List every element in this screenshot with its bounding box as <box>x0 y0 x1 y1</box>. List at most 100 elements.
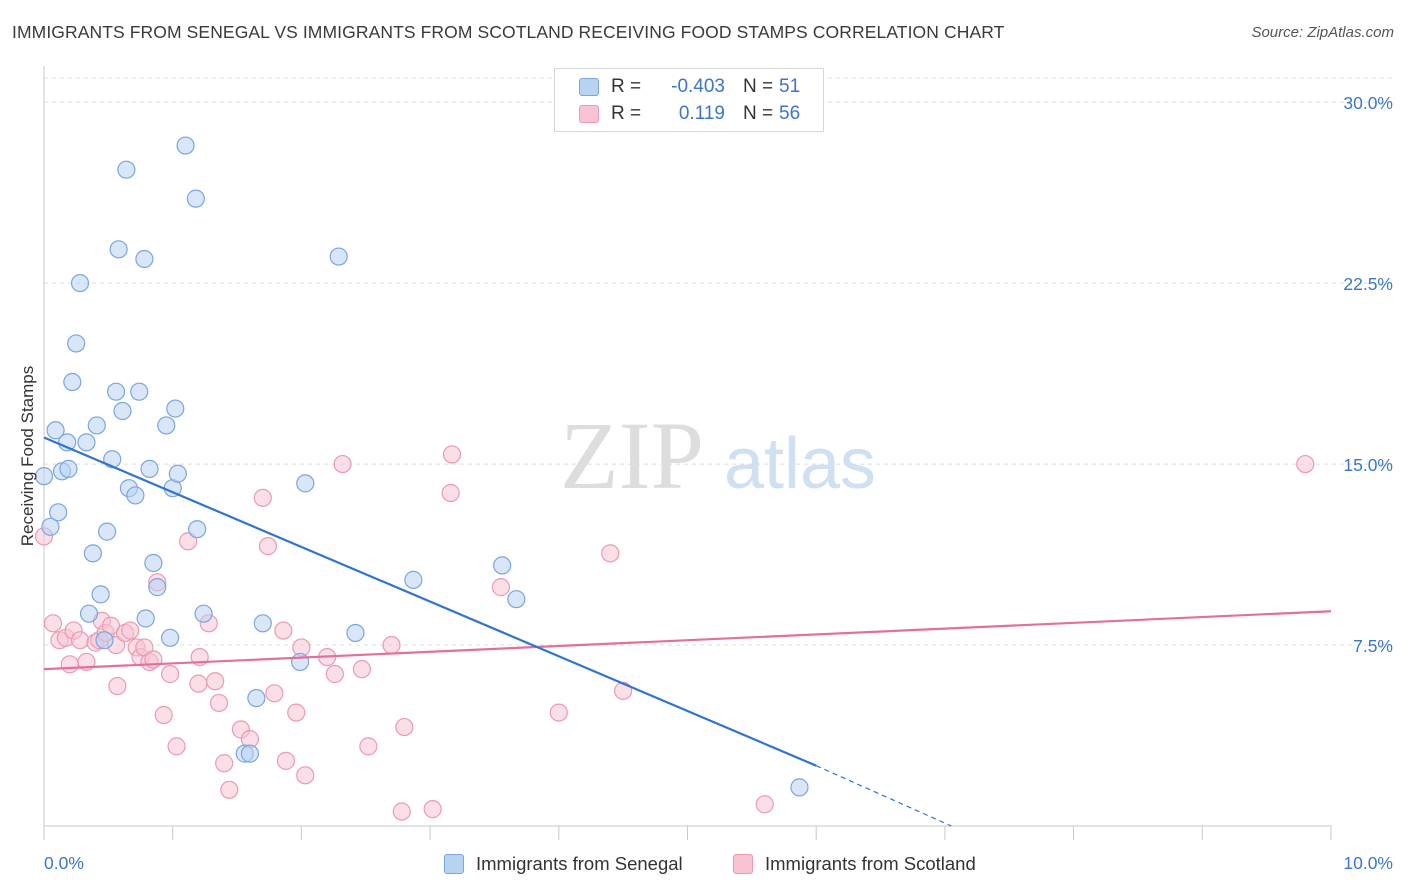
senegal-point <box>161 628 180 647</box>
scotland-point <box>154 705 173 725</box>
senegal-point <box>34 467 54 486</box>
correlation-legend: R = -0.403 N = 51 R = 0.119 N = 56 <box>554 68 824 132</box>
senegal-point <box>329 247 348 266</box>
scotland-point <box>220 780 239 799</box>
legend-row-senegal: R = -0.403 N = 51 <box>579 75 800 99</box>
y-axis-title: Receiving Food Stamps <box>18 365 37 547</box>
senegal-point <box>41 517 60 536</box>
senegal-point <box>507 590 526 609</box>
bottom-legend-senegal: Immigrants from Senegal <box>444 852 683 876</box>
scotland-point <box>258 537 278 556</box>
scotland-point <box>70 631 90 650</box>
senegal-point <box>176 136 195 155</box>
senegal-point <box>135 249 154 269</box>
scotland-point <box>43 614 63 633</box>
legend-r-label: R = <box>611 76 642 97</box>
legend-n-label: N = <box>743 103 774 124</box>
senegal-point <box>194 604 213 623</box>
senegal-point <box>253 614 272 633</box>
scotland-point <box>1296 454 1315 474</box>
senegal-point <box>493 556 512 575</box>
senegal-point <box>46 421 65 440</box>
senegal-point <box>136 609 155 628</box>
y-tick-label: 15.0% <box>1343 455 1393 475</box>
legend-swatch-scotland <box>579 105 599 123</box>
scotland-point <box>287 703 306 722</box>
scotland-point <box>325 664 344 684</box>
scotland-point <box>392 802 411 821</box>
senegal-trend-extension <box>815 765 952 827</box>
scotland-point <box>755 795 774 814</box>
bottom-legend-scotland: Immigrants from Scotland <box>733 852 976 876</box>
scotland-point <box>491 578 510 597</box>
legend-r-value: 0.119 <box>678 103 725 124</box>
chart-title: IMMIGRANTS FROM SENEGAL VS IMMIGRANTS FR… <box>12 22 1005 42</box>
senegal-point <box>109 240 128 259</box>
scotland-point <box>601 544 620 563</box>
senegal-point <box>296 474 315 493</box>
senegal-point <box>113 401 132 421</box>
senegal-point <box>148 578 167 597</box>
senegal-point <box>140 459 159 478</box>
scotland-point <box>209 693 229 713</box>
scotland-point <box>423 800 442 819</box>
scotland-point <box>167 737 186 756</box>
senegal-point <box>95 631 114 650</box>
scotland-point <box>179 532 198 551</box>
legend-n-label: N = <box>743 76 774 97</box>
scotland-trend-line <box>43 610 1332 671</box>
senegal-point <box>346 623 365 643</box>
senegal-point <box>67 334 86 353</box>
scotland-point <box>395 717 414 737</box>
senegal-point <box>49 503 68 522</box>
senegal-point <box>157 416 176 435</box>
y-tick-label: 30.0% <box>1343 93 1393 113</box>
legend-n-value: 56 <box>779 103 801 124</box>
scotland-point <box>253 488 272 507</box>
legend-row-scotland: R = 0.119 N = 56 <box>579 102 800 126</box>
senegal-point <box>247 689 266 708</box>
scotland-point <box>206 672 225 691</box>
scotland-point <box>296 766 315 785</box>
scotland-point <box>60 655 79 674</box>
watermark-atlas: atlas <box>724 424 876 504</box>
scotland-point <box>161 664 180 684</box>
scotland-point <box>442 445 462 464</box>
senegal-point <box>126 486 145 505</box>
scotland-point <box>333 454 352 474</box>
senegal-point <box>130 382 149 401</box>
senegal-point <box>63 372 82 392</box>
senegal-point <box>83 544 103 563</box>
senegal-point <box>106 382 126 401</box>
scotland-point <box>189 674 208 693</box>
bottom-legend-label-scotland: Immigrants from Scotland <box>765 853 976 874</box>
scotland-point <box>121 621 140 640</box>
bottom-legend-label-senegal: Immigrants from Senegal <box>476 853 683 874</box>
watermark-zip: ZIP <box>560 402 704 509</box>
scotland-point <box>441 483 460 503</box>
legend-r-label: R = <box>611 103 642 124</box>
y-tick-label: 22.5% <box>1343 274 1393 294</box>
scotland-point <box>549 703 568 722</box>
tick-labels: 7.5% 15.0% 22.5% 30.0% 0.0% 10.0% <box>44 93 1393 873</box>
scotland-point <box>276 751 296 770</box>
scotland-point <box>215 754 234 773</box>
senegal-point <box>291 652 310 672</box>
x-tick-label: 10.0% <box>1343 853 1393 873</box>
scotland-point <box>382 635 401 655</box>
senegal-point <box>168 464 187 483</box>
scotland-point <box>614 681 633 700</box>
senegal-point <box>404 570 423 589</box>
y-tick-label: 7.5% <box>1353 636 1393 656</box>
senegal-point <box>186 189 205 208</box>
bottom-legend-swatch-senegal <box>444 854 464 874</box>
senegal-point <box>188 520 207 539</box>
senegal-point <box>70 273 90 293</box>
senegal-point <box>79 604 99 623</box>
senegal-point <box>144 553 163 573</box>
senegal-point <box>240 744 260 763</box>
senegal-point <box>77 433 96 452</box>
watermark: ZIP atlas <box>560 402 876 509</box>
bottom-legend-swatch-scotland <box>733 854 753 874</box>
